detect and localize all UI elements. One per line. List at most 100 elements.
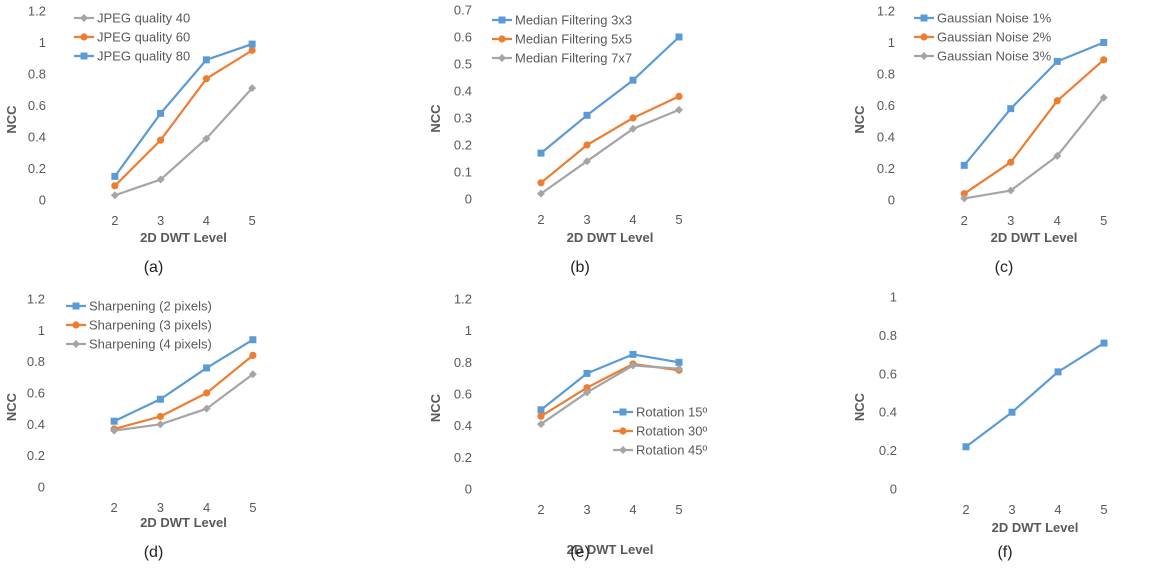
data-point (1008, 408, 1016, 416)
data-point (629, 124, 637, 133)
series-line (113, 43, 253, 178)
y-tick-label: 0.2 (879, 443, 897, 458)
data-point (111, 172, 119, 180)
x-tick-label: 4 (203, 213, 210, 228)
x-tick-label: 4 (629, 212, 636, 227)
data-point (1054, 368, 1062, 376)
y-tick-label: 0.8 (879, 328, 897, 343)
data-point (675, 92, 683, 100)
data-point (675, 364, 683, 373)
data-point (248, 46, 256, 54)
data-point (1053, 97, 1061, 105)
legend-label: Sharpening (2 pixels) (89, 299, 212, 314)
data-point (537, 420, 545, 429)
x-tick-label: 2 (111, 500, 118, 515)
x-axis-title: 2D DWT Level (140, 515, 227, 530)
data-point (583, 388, 591, 397)
data-point (202, 134, 211, 143)
y-tick-label: 0.6 (877, 98, 895, 113)
y-tick-label: 0.6 (879, 366, 897, 381)
series-line (113, 354, 254, 431)
chart-panel: 0 0.2 0.4 0.6 0.8 1 2 3 4 5 2D DWT Level NCC (f) (852, 290, 1108, 562)
chart-panel: 0 0.2 0.4 0.6 0.8 1 1.2 2 3 4 5 2D DWT Level NCC (d) S… (4, 292, 257, 561)
legend-marker (72, 321, 80, 329)
legend: Gaussian Noise 1% Gaussian Noise 2% Gaussi… (914, 11, 1052, 64)
legend-label: Rotation 15º (636, 405, 707, 420)
y-tick-label: 0.4 (27, 417, 45, 432)
y-tick-label: 0.6 (454, 387, 472, 402)
legend-label: Gaussian Noise 1% (937, 11, 1052, 26)
series-line (540, 36, 680, 154)
legend-marker (72, 302, 80, 310)
series (111, 40, 256, 180)
series (537, 105, 683, 198)
data-point (960, 190, 968, 198)
series-line (965, 342, 1105, 448)
data-point (156, 420, 165, 429)
y-tick-label: 0.4 (454, 84, 472, 99)
data-point (537, 189, 545, 198)
y-tick-label: 1 (888, 35, 895, 50)
y-tick-label: 1 (890, 290, 897, 305)
legend-label: JPEG quality 80 (97, 49, 190, 64)
series (537, 33, 683, 157)
legend-marker (498, 16, 506, 24)
y-tick-label: 0.2 (454, 450, 472, 465)
chart-panel: 0 0.2 0.4 0.6 0.8 1 1.2 2 3 4 5 2D DWT Level NCC (c) G… (852, 4, 1108, 276)
y-tick-label: 0 (888, 193, 895, 208)
data-point (156, 412, 164, 421)
series (537, 361, 683, 429)
legend-marker (619, 408, 627, 416)
chart-panel: 0 0.1 0.2 0.3 0.4 0.5 0.6 0.7 2 3 4 5 2D DWT Level NC… (428, 3, 683, 276)
y-tick-label: 0.8 (454, 355, 472, 370)
legend-label: Rotation 30º (636, 424, 707, 439)
data-point (629, 76, 637, 84)
legend: Sharpening (2 pixels) Sharpening (3 pixel… (66, 299, 212, 352)
series-line (963, 41, 1105, 167)
data-point (583, 111, 591, 119)
panel-caption: (d) (144, 544, 164, 561)
panel-caption: (c) (995, 259, 1014, 276)
data-point (202, 56, 210, 64)
data-point (537, 149, 545, 157)
data-point (1100, 39, 1108, 46)
y-tick-label: 0.8 (27, 354, 45, 369)
data-point (583, 369, 591, 377)
chart-panel: 0 0.2 0.4 0.6 0.8 1 1.2 2 3 4 5 2D DWT Level NCC (e) R… (428, 292, 707, 562)
y-tick-label: 0 (465, 192, 472, 207)
data-point (960, 161, 968, 169)
y-axis-title: NCC (4, 105, 19, 134)
series-line (113, 373, 254, 432)
series (110, 351, 257, 433)
series-line (963, 58, 1105, 195)
data-point (156, 395, 164, 403)
y-tick-label: 0.8 (877, 67, 895, 82)
series-line (540, 95, 680, 184)
legend-label: Median Filtering 7x7 (515, 51, 632, 66)
y-tick-label: 0.2 (27, 448, 45, 463)
y-tick-label: 1.2 (28, 4, 46, 19)
series (110, 84, 257, 200)
data-point (583, 384, 591, 392)
series (960, 93, 1108, 203)
data-point (537, 406, 545, 414)
legend-label: Rotation 45º (636, 443, 707, 458)
series (960, 56, 1108, 198)
data-point (110, 426, 119, 435)
data-point (248, 84, 257, 93)
legend-marker (72, 340, 80, 348)
data-point (675, 358, 683, 366)
legend-marker (619, 427, 627, 435)
x-axis-title: 2D DWT Level (992, 520, 1079, 535)
x-tick-label: 3 (583, 212, 590, 227)
y-tick-label: 0 (39, 193, 46, 208)
data-point (675, 33, 683, 41)
data-point (962, 443, 970, 451)
y-axis-title: NCC (852, 392, 867, 421)
y-tick-label: 0.4 (454, 418, 472, 433)
data-point (1100, 56, 1108, 64)
data-point (675, 105, 683, 114)
x-axis-title: 2D DWT Level (991, 230, 1078, 245)
legend-label: Median Filtering 3x3 (515, 13, 632, 28)
data-point (248, 40, 256, 48)
